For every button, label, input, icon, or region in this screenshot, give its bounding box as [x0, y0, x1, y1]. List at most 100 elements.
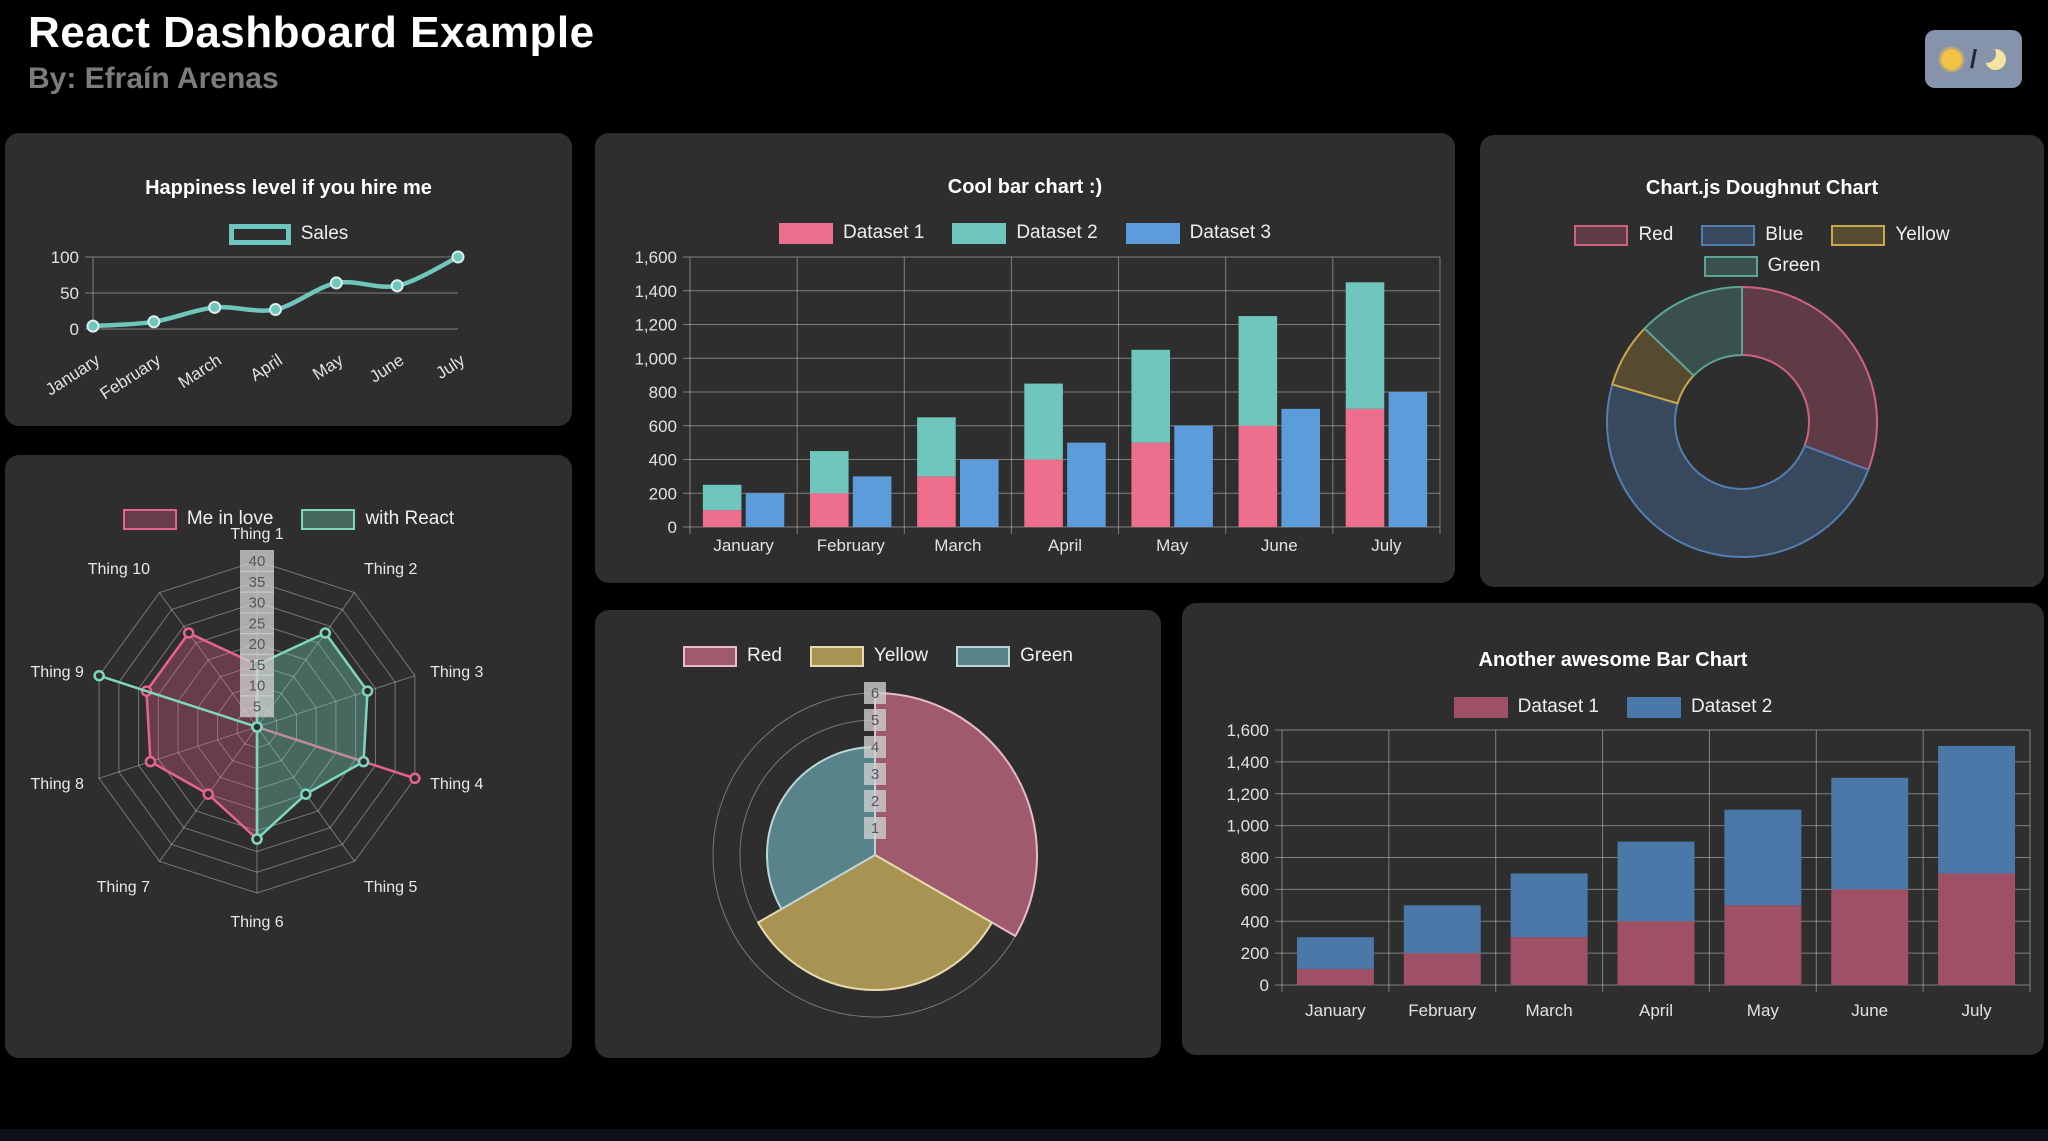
theme-toggle-button[interactable]: /	[1925, 30, 2022, 88]
legend-item[interactable]: Green	[1703, 255, 1821, 277]
legend-item[interactable]: Red	[683, 645, 782, 667]
svg-text:1,400: 1,400	[634, 282, 677, 301]
legend-swatch	[1125, 222, 1180, 244]
svg-text:3: 3	[871, 766, 879, 783]
svg-text:1,000: 1,000	[634, 349, 677, 368]
svg-text:600: 600	[649, 417, 677, 436]
legend-label: Red	[747, 645, 782, 666]
svg-text:1,600: 1,600	[1226, 721, 1269, 740]
svg-text:200: 200	[649, 484, 677, 503]
legend-swatch	[1703, 255, 1758, 277]
legend-swatch	[1831, 224, 1886, 246]
svg-text:Thing 1: Thing 1	[230, 526, 283, 543]
svg-text:Thing 7: Thing 7	[97, 879, 150, 896]
page-subtitle: By: Efraín Arenas	[28, 62, 279, 95]
line-chart-legend: Sales	[5, 223, 572, 245]
second-bar-chart-title: Another awesome Bar Chart	[1478, 649, 1748, 671]
legend-swatch	[228, 223, 291, 245]
svg-text:1,200: 1,200	[1226, 785, 1269, 804]
svg-text:0: 0	[668, 518, 677, 537]
legend-label: Green	[1020, 645, 1073, 666]
svg-text:400: 400	[1241, 912, 1269, 931]
radar-chart-canvas[interactable]: Thing 1 Thing 2 Thing 3 Thing 4 Thing 5 Thing…	[5, 455, 572, 1058]
legend-item[interactable]: Me in love	[122, 508, 274, 530]
legend-item[interactable]: Red	[1574, 224, 1673, 246]
svg-text:June: June	[1851, 1001, 1888, 1020]
svg-text:Thing 8: Thing 8	[31, 776, 84, 793]
polar-area-chart-card: Red Yellow Green 1 2 3 4 5 6	[595, 610, 1161, 1058]
svg-text:July: July	[432, 350, 468, 383]
svg-text:January: January	[713, 536, 774, 555]
legend-swatch	[779, 222, 833, 244]
doughnut-chart-card: Chart.js Doughnut Chart Red Blue Yellow Gre…	[1480, 135, 2044, 587]
legend-item[interactable]: Dataset 2	[1627, 696, 1772, 718]
svg-text:June: June	[1261, 536, 1298, 555]
svg-text:Thing 9: Thing 9	[31, 664, 84, 681]
legend-label: Dataset 2	[1016, 222, 1098, 243]
legend-item[interactable]: Blue	[1701, 224, 1803, 246]
sun-icon	[1940, 48, 1962, 70]
legend-label: Sales	[300, 223, 349, 244]
svg-text:February: February	[817, 536, 886, 555]
svg-text:Thing 5: Thing 5	[364, 879, 417, 896]
svg-text:15: 15	[249, 657, 266, 674]
svg-text:100: 100	[51, 248, 79, 267]
legend-item[interactable]: Sales	[228, 223, 349, 245]
svg-text:February: February	[97, 350, 165, 403]
polar-area-chart-canvas[interactable]: 1 2 3 4 5 6	[595, 610, 1161, 1058]
svg-text:1,000: 1,000	[1226, 817, 1269, 836]
svg-text:Thing 2: Thing 2	[364, 561, 417, 578]
svg-text:20: 20	[249, 636, 266, 653]
legend-swatch	[683, 645, 738, 667]
svg-text:5: 5	[253, 698, 261, 715]
legend-item[interactable]: Yellow	[1831, 224, 1950, 246]
legend-swatch	[1701, 224, 1756, 246]
svg-text:July: July	[1961, 1001, 1992, 1020]
page-title: React Dashboard Example	[28, 8, 595, 57]
legend-label: Dataset 1	[1517, 696, 1599, 717]
svg-text:6: 6	[871, 685, 879, 702]
doughnut-chart-canvas[interactable]	[1480, 135, 2044, 587]
legend-label: Dataset 3	[1189, 222, 1271, 243]
page-header: React Dashboard Example By: Efraín Arena…	[0, 0, 2048, 125]
svg-text:Thing 6: Thing 6	[230, 914, 283, 931]
legend-swatch	[301, 508, 356, 530]
svg-text:0: 0	[70, 320, 79, 339]
legend-item[interactable]: with React	[301, 508, 454, 530]
svg-text:4: 4	[871, 739, 879, 756]
second-bar-chart-canvas[interactable]: 0 200 400 600 800 1,000 1,200 1,400 1,600 January…	[1182, 603, 2044, 1055]
svg-text:800: 800	[1241, 849, 1269, 868]
legend-swatch	[956, 645, 1011, 667]
legend-item[interactable]: Green	[956, 645, 1073, 667]
legend-swatch	[952, 222, 1007, 244]
cool-bar-chart-title: Cool bar chart :)	[947, 176, 1103, 198]
svg-text:50: 50	[60, 284, 79, 303]
cool-bar-chart-canvas[interactable]: 0 200 400 600 800 1,000 1,200 1,400 1,600 January…	[595, 133, 1455, 583]
svg-text:July: July	[1371, 536, 1402, 555]
svg-text:February: February	[1408, 1001, 1477, 1020]
legend-label: Green	[1767, 255, 1821, 276]
svg-text:April: April	[247, 350, 286, 384]
legend-item[interactable]: Dataset 2	[952, 222, 1098, 244]
svg-text:March: March	[1526, 1001, 1573, 1020]
legend-item[interactable]: Dataset 1	[1453, 696, 1599, 718]
svg-text:Thing 10: Thing 10	[88, 561, 150, 578]
svg-text:April: April	[1048, 536, 1082, 555]
svg-text:June: June	[366, 350, 407, 386]
legend-item[interactable]: Dataset 3	[1125, 222, 1271, 244]
legend-label: with React	[365, 508, 455, 529]
footer-strip	[0, 1129, 2048, 1141]
legend-item[interactable]: Yellow	[809, 645, 928, 667]
doughnut-chart-legend: Red Blue Yellow Green	[1480, 224, 2044, 277]
legend-swatch	[1574, 224, 1629, 246]
second-bar-chart-card: Another awesome Bar Chart Dataset 1 Datas…	[1182, 603, 2044, 1055]
legend-label: Dataset 1	[843, 222, 925, 243]
legend-swatch	[1627, 696, 1681, 718]
svg-text:1: 1	[871, 820, 879, 837]
legend-label: Me in love	[186, 508, 274, 529]
cool-bar-chart-legend: Dataset 1 Dataset 2 Dataset 3	[595, 222, 1455, 244]
radar-chart-card: Me in love with React Thing 1 Thing 2 Thing…	[5, 455, 572, 1058]
svg-text:May: May	[309, 350, 347, 384]
legend-item[interactable]: Dataset 1	[779, 222, 924, 244]
